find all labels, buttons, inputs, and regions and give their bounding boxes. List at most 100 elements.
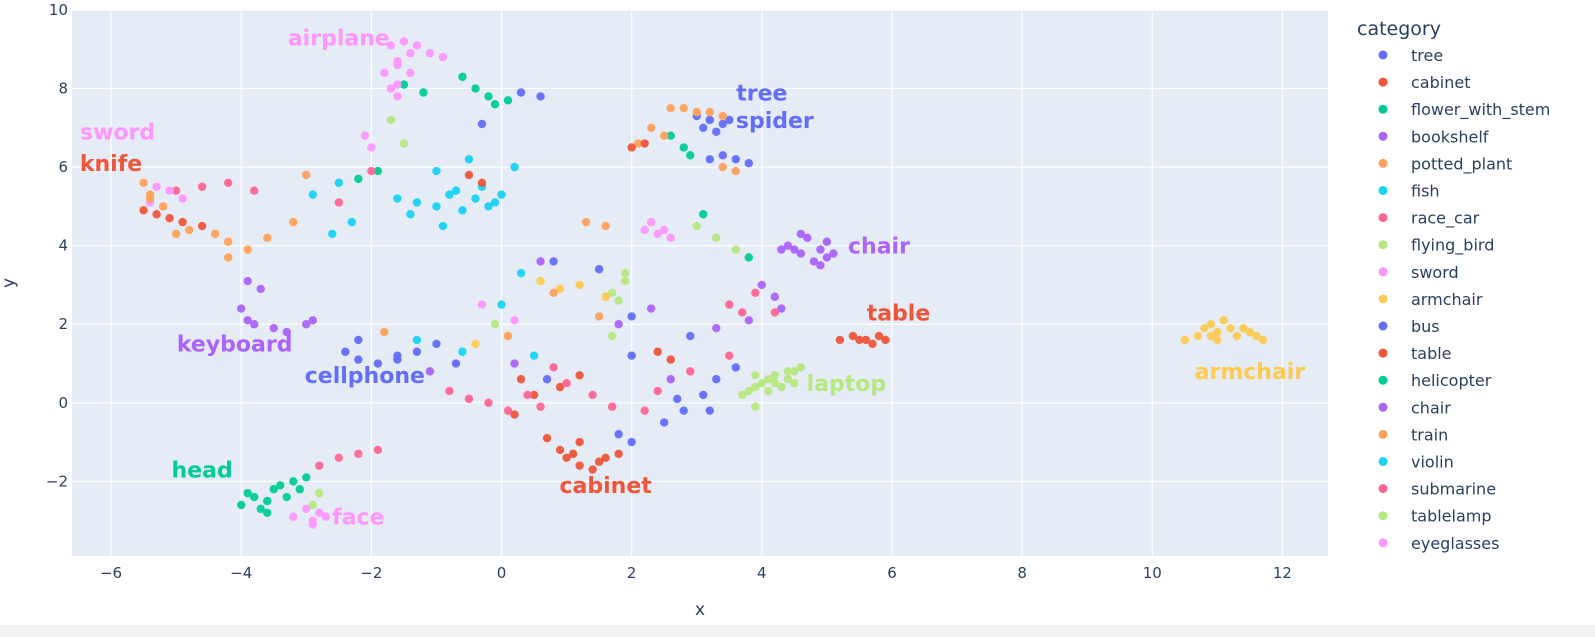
y-tick-label: 2 (58, 315, 68, 333)
legend-label-bookshelf[interactable]: bookshelf (1411, 127, 1489, 146)
legend-marker-violin[interactable] (1378, 457, 1388, 466)
legend-label-armchair[interactable]: armchair (1411, 290, 1483, 309)
data-point-potted_plant (139, 178, 148, 188)
data-point-tablelamp (751, 402, 760, 411)
data-point-bookshelf (646, 304, 656, 313)
data-point-violin (497, 190, 506, 199)
legend-label-helicopter[interactable]: helicopter (1411, 371, 1492, 390)
data-point-bookshelf (510, 359, 519, 368)
data-point-submarine (503, 406, 513, 415)
data-point-race_car (549, 363, 558, 372)
legend-marker-helicopter[interactable] (1378, 375, 1388, 385)
data-point-fish (464, 155, 474, 164)
data-point-bus (536, 92, 545, 101)
legend-marker-bus[interactable] (1378, 321, 1388, 331)
data-point-bus (451, 359, 461, 368)
legend-label-tablelamp[interactable]: tablelamp (1411, 507, 1492, 526)
legend-label-violin[interactable]: violin (1411, 453, 1454, 472)
bottom-strip (0, 625, 1595, 637)
legend-label-tree[interactable]: tree (1411, 46, 1443, 65)
legend-label-eyeglasses[interactable]: eyeglasses (1411, 534, 1499, 553)
data-point-potted_plant (660, 131, 669, 140)
data-point-potted_plant (633, 139, 643, 148)
legend-label-chair[interactable]: chair (1411, 398, 1451, 417)
data-point-table (640, 139, 649, 148)
data-point-tree (725, 115, 734, 125)
data-point-submarine (315, 461, 324, 470)
data-point-fish (406, 210, 415, 219)
data-point-eyeglasses (308, 520, 317, 529)
data-point-tree (718, 151, 727, 160)
legend-marker-chair[interactable] (1378, 402, 1388, 412)
data-point-tablelamp (751, 371, 760, 380)
legend-label-submarine[interactable]: submarine (1411, 480, 1496, 499)
legend-marker-submarine[interactable] (1378, 484, 1388, 494)
legend-marker-tree[interactable] (1378, 50, 1388, 60)
legend-marker-cabinet[interactable] (1378, 77, 1388, 87)
legend-marker-table[interactable] (1378, 348, 1388, 358)
data-point-cabinet (555, 445, 565, 455)
data-point-table (835, 335, 845, 345)
data-point-fish (412, 198, 422, 207)
legend-label-train[interactable]: train (1411, 425, 1448, 444)
data-point-bookshelf (269, 323, 278, 333)
legend-marker-potted_plant[interactable] (1378, 158, 1388, 168)
data-point-flower_with_stem (484, 92, 493, 101)
data-point-armchair (1226, 323, 1235, 333)
data-point-potted_plant (731, 166, 740, 176)
data-point-helicopter (269, 485, 278, 494)
data-point-flower_with_stem (503, 96, 513, 105)
legend-label-table[interactable]: table (1411, 344, 1452, 363)
data-point-violin (458, 206, 467, 215)
data-point-flower_with_stem (686, 151, 695, 160)
legend-marker-race_car[interactable] (1378, 213, 1388, 223)
legend-marker-eyeglasses[interactable] (1378, 538, 1388, 548)
legend-marker-flying_bird[interactable] (1378, 240, 1388, 250)
legend-marker-bookshelf[interactable] (1378, 131, 1388, 141)
data-point-bookshelf (614, 320, 623, 329)
data-point-sword (425, 49, 435, 58)
legend-label-sword[interactable]: sword (1411, 263, 1459, 282)
legend-label-race_car[interactable]: race_car (1411, 209, 1480, 229)
legend-marker-tablelamp[interactable] (1378, 511, 1388, 521)
legend-marker-armchair[interactable] (1378, 294, 1388, 304)
data-point-potted_plant (646, 123, 656, 133)
data-point-potted_plant (503, 331, 513, 341)
legend-marker-flower_with_stem[interactable] (1378, 104, 1388, 114)
data-point-sword (406, 68, 415, 78)
data-points (139, 37, 1268, 529)
legend-marker-train[interactable] (1378, 429, 1388, 439)
data-point-fish (308, 190, 317, 199)
data-point-chair (822, 253, 832, 262)
legend-label-cabinet[interactable]: cabinet (1411, 73, 1470, 92)
legend-marker-sword[interactable] (1378, 267, 1388, 277)
data-point-chair (809, 257, 819, 266)
data-point-armchair (536, 276, 545, 286)
data-point-tablelamp (614, 296, 623, 305)
legend-marker-fish[interactable] (1378, 186, 1388, 195)
data-point-armchair (1193, 331, 1203, 341)
data-point-race_car (725, 351, 734, 360)
data-point-bus (516, 88, 526, 97)
data-point-helicopter (250, 492, 259, 502)
data-point-chair (783, 241, 793, 250)
legend-label-bus[interactable]: bus (1411, 317, 1440, 336)
data-point-flying_bird (399, 139, 409, 148)
legend-label-flower_with_stem[interactable]: flower_with_stem (1411, 100, 1550, 120)
legend-label-fish[interactable]: fish (1411, 182, 1440, 201)
legend-label-potted_plant[interactable]: potted_plant (1411, 154, 1512, 174)
data-point-flying_bird (764, 375, 773, 384)
data-point-cabinet (614, 449, 623, 459)
data-point-potted_plant (289, 217, 298, 227)
data-point-sword (380, 68, 389, 78)
data-point-armchair (1252, 331, 1261, 341)
data-point-sword (386, 41, 396, 50)
data-point-table (855, 335, 864, 345)
data-point-chair (822, 237, 832, 246)
annotation-knife: knife (80, 152, 142, 177)
data-point-bus (627, 437, 636, 447)
legend-label-flying_bird[interactable]: flying_bird (1411, 236, 1494, 256)
data-point-eyeglasses (367, 143, 376, 152)
data-point-violin (445, 190, 454, 199)
data-point-table (139, 206, 148, 215)
